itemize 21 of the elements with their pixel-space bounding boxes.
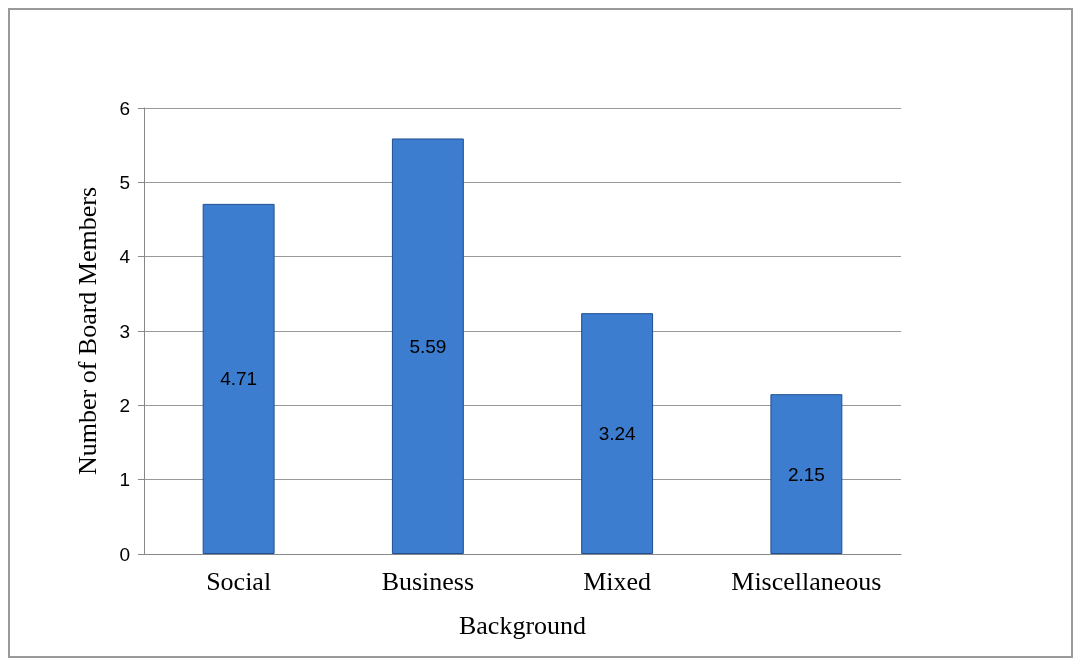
y-tick-label: 0 [119,543,130,565]
x-tick-label: Business [381,566,475,596]
x-tick-label: Social [206,566,272,596]
y-tick-label: 2 [119,394,130,416]
y-tick-label: 3 [119,320,130,342]
bar [770,394,843,554]
bar [391,138,464,554]
data-label: 4.71 [220,368,258,390]
y-tick-label: 5 [119,171,130,193]
data-label: 5.59 [409,335,447,357]
y-tick-label: 4 [119,246,131,268]
data-label: 2.15 [787,463,825,485]
data-label: 3.24 [598,423,637,445]
y-tick-label: 1 [119,469,130,491]
x-tick-label: Mixed [583,566,652,596]
bar [581,313,654,554]
y-tick-label: 6 [119,97,130,119]
x-axis-title: Background [458,610,587,640]
y-axis-title: Number of Board Members [72,186,102,476]
bar [202,203,275,554]
x-tick-label: Miscellaneous [731,566,882,596]
